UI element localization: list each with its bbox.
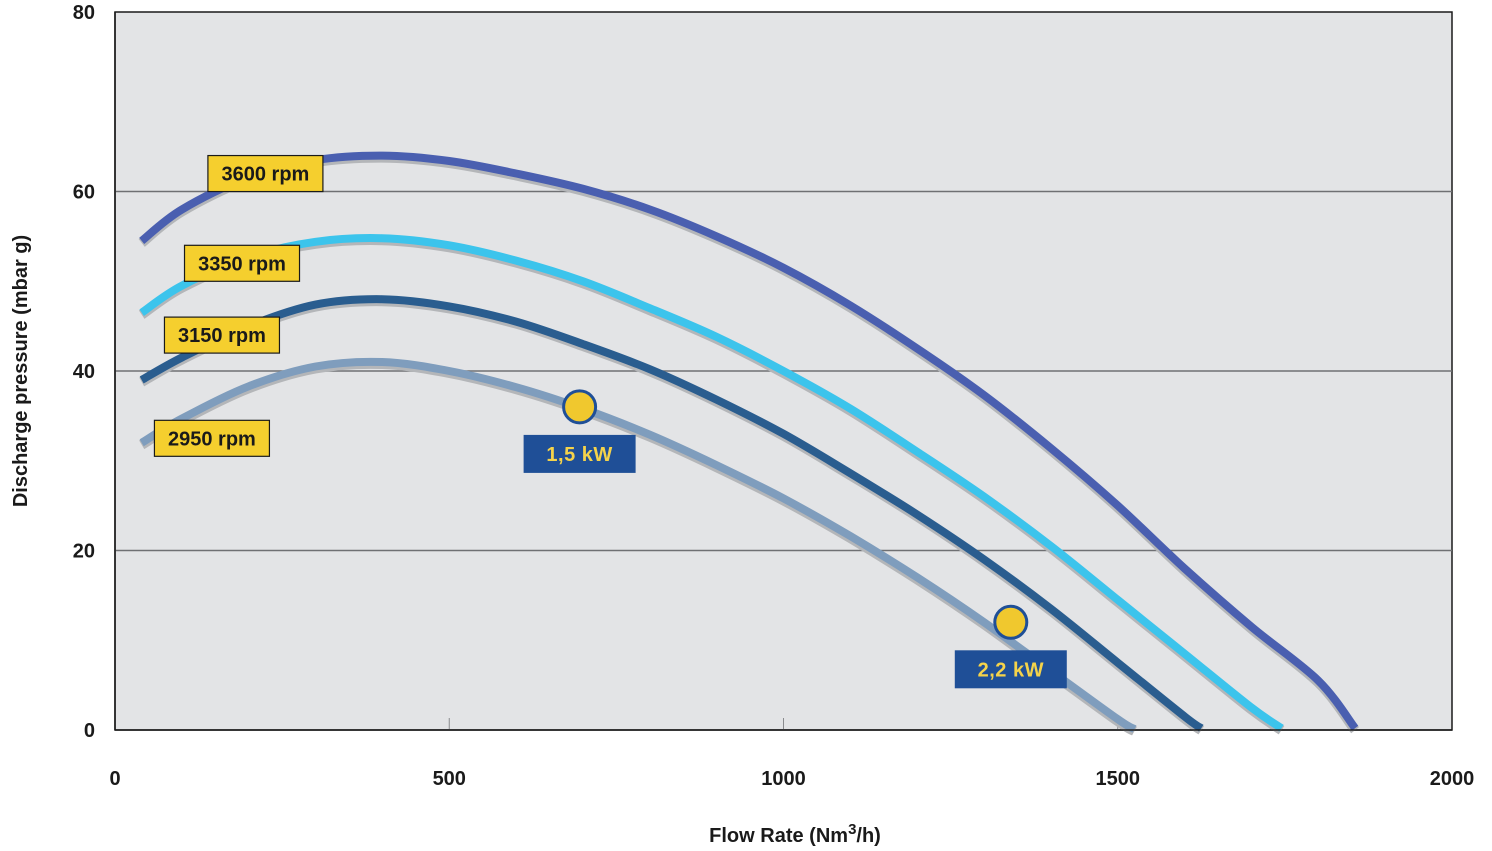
power-marker-2-2-kw [993,604,1029,640]
rpm-label-3150-rpm: 3150 rpm [163,316,281,354]
rpm-label-box-2950-rpm [153,419,271,457]
axes [114,12,1452,731]
rpm-label-text-3350-rpm: 3350 rpm [198,253,286,275]
y-tick-label-20: 20 [73,541,95,563]
series-lines [138,151,1360,736]
y-tick-labels: 0 20 40 60 80 [73,2,95,742]
rpm-label-3600-rpm: 3600 rpm [207,154,324,193]
rpm-label-text-2950-rpm: 2950 rpm [168,428,256,450]
rpm-label-box-3350-rpm [183,244,301,282]
rpm-label-box-3150-rpm [163,316,281,354]
x-axis-title: Flow Rate (Nm3/h) [709,821,881,847]
power-label-box-1-5-kw [523,434,636,473]
series-line-2950-rpm [139,357,1137,733]
x-tick-label-1500: 1500 [1096,768,1141,790]
x-axis-title-sup: 3 [848,821,856,838]
x-tick-label-2000: 2000 [1430,768,1475,790]
series-line-3150-rpm [139,295,1204,732]
power-marker-1-5-kw [562,389,598,425]
power-label-text-2-2-kw: 2,2 kW [978,659,1044,681]
x-tick-labels: 0 500 1000 1500 2000 [109,768,1474,790]
y-tick-label-40: 40 [73,361,95,383]
rpm-label-box-3600-rpm [207,154,324,193]
power-point-1-5-kw: 1,5 kW [523,389,636,473]
x-tick-label-1000: 1000 [761,768,806,790]
y-tick-label-80: 80 [73,2,95,24]
y-axis-title: Discharge pressure (mbar g) [10,235,32,507]
power-point-2-2-kw: 2,2 kW [954,604,1067,689]
series-line-3600-rpm [139,151,1359,731]
rpm-label-3350-rpm: 3350 rpm [183,244,301,282]
power-label-text-1-5-kw: 1,5 kW [546,444,612,466]
rpm-label-text-3600-rpm: 3600 rpm [221,164,309,186]
x-axis-title-suffix: /h) [856,825,880,847]
power-points: 1,5 kW 2,2 kW [523,389,1067,689]
x-tick-label-500: 500 [433,768,466,790]
rpm-label-text-3150-rpm: 3150 rpm [178,325,266,347]
x-tick-label-0: 0 [109,768,120,790]
rpm-label-2950-rpm: 2950 rpm [153,419,271,457]
rpm-labels: 3600 rpm 3350 rpm 3150 rpm 2950 rpm [153,154,324,457]
y-tick-label-60: 60 [73,182,95,204]
power-label-box-2-2-kw [954,650,1067,689]
y-tick-label-0: 0 [84,720,95,742]
series-line-3350-rpm [139,234,1284,732]
x-axis-title-main: Flow Rate (Nm [709,825,848,847]
